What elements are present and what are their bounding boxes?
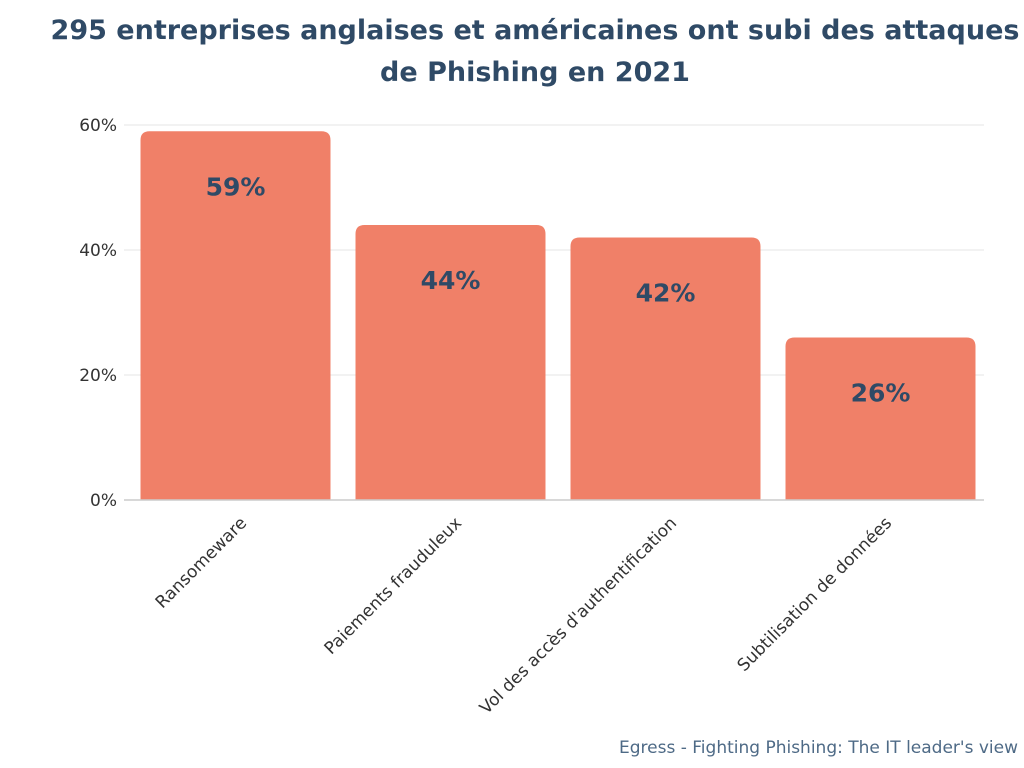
bar [785, 337, 976, 500]
bar [355, 225, 546, 500]
chart-title-line-2: de Phishing en 2021 [380, 57, 690, 88]
x-tick-label: Subtilisation de données [734, 513, 896, 675]
chart-title-line-1: 295 entreprises anglaises et américaines… [50, 15, 1020, 46]
data-label: 59% [206, 172, 266, 201]
x-tick-label: Ransomeware [152, 513, 251, 612]
bar [570, 237, 761, 500]
y-tick-label: 20% [79, 366, 117, 386]
y-tick-label: 40% [79, 241, 117, 261]
bar [140, 131, 331, 500]
source-caption: Egress - Fighting Phishing: The IT leade… [619, 738, 1018, 758]
chart-title: 295 entreprises anglaises et américaines… [0, 10, 1024, 94]
data-label: 26% [851, 379, 911, 408]
x-tick-label: Vol des accès d'authentification [476, 513, 681, 718]
y-tick-label: 0% [90, 491, 117, 511]
data-label: 42% [636, 279, 696, 308]
y-tick-label: 60% [79, 116, 117, 136]
data-label: 44% [421, 266, 481, 295]
x-tick-label: Paiements frauduleux [321, 513, 466, 658]
